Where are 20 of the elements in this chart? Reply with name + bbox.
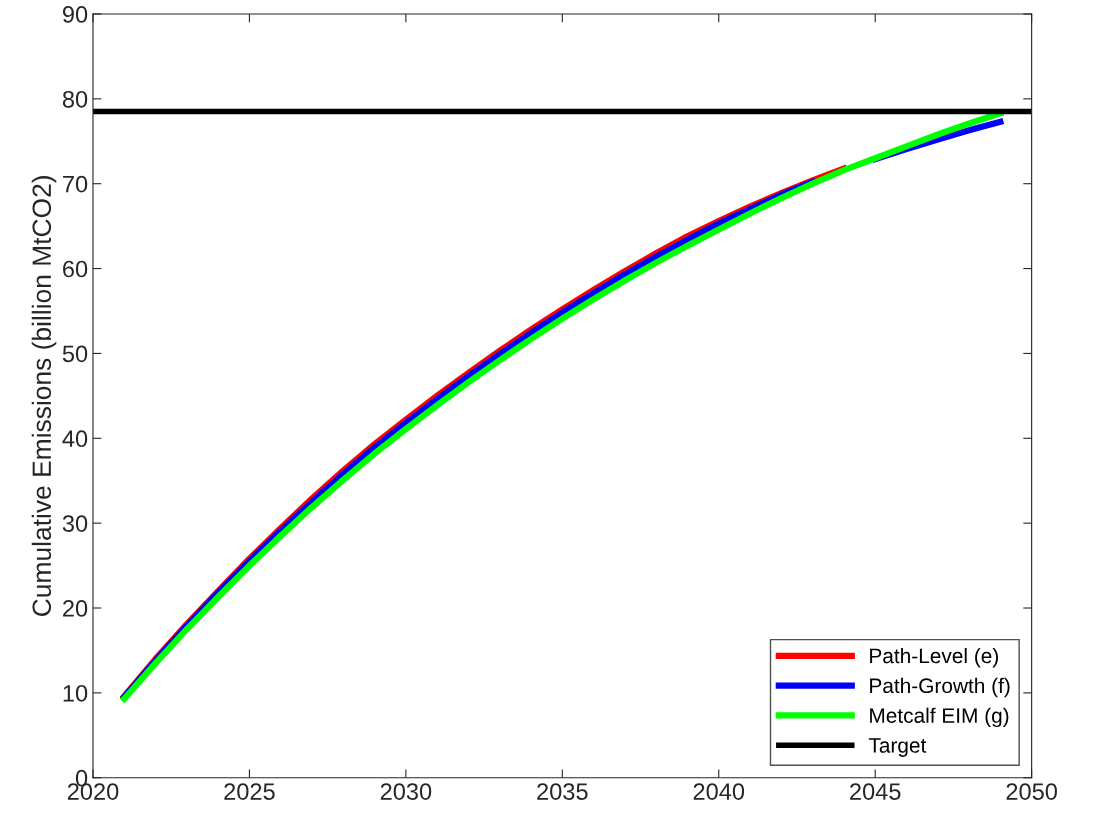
legend-label: Target: [868, 738, 927, 757]
y-tick-label: 30: [62, 515, 88, 532]
y-tick-label: 90: [62, 6, 88, 23]
x-tick-label: 2040: [693, 783, 745, 800]
legend-label: Path-Level (e): [870, 647, 998, 668]
y-tick-label: 10: [63, 684, 88, 702]
x-tick-label: 2035: [537, 783, 588, 800]
y-axis-title: Cumulative Emissions (billion MtCO2): [31, 176, 57, 616]
x-tick-label: 2030: [380, 783, 432, 800]
y-tick-label: 70: [63, 175, 88, 193]
legend-label: Path-Growth (f): [870, 677, 1010, 698]
y-tick-label: 60: [63, 260, 88, 278]
x-tick-label: 2025: [224, 783, 275, 800]
y-tick-label: 50: [62, 345, 88, 363]
y-tick-label: 40: [62, 430, 88, 448]
legend-label: Metcalf EIM (g): [870, 707, 1009, 728]
y-tick-label: 80: [62, 90, 88, 108]
x-tick-label: 2045: [850, 783, 901, 800]
x-tick-label: 2050: [1006, 783, 1057, 800]
y-tick-label: 20: [63, 600, 88, 617]
